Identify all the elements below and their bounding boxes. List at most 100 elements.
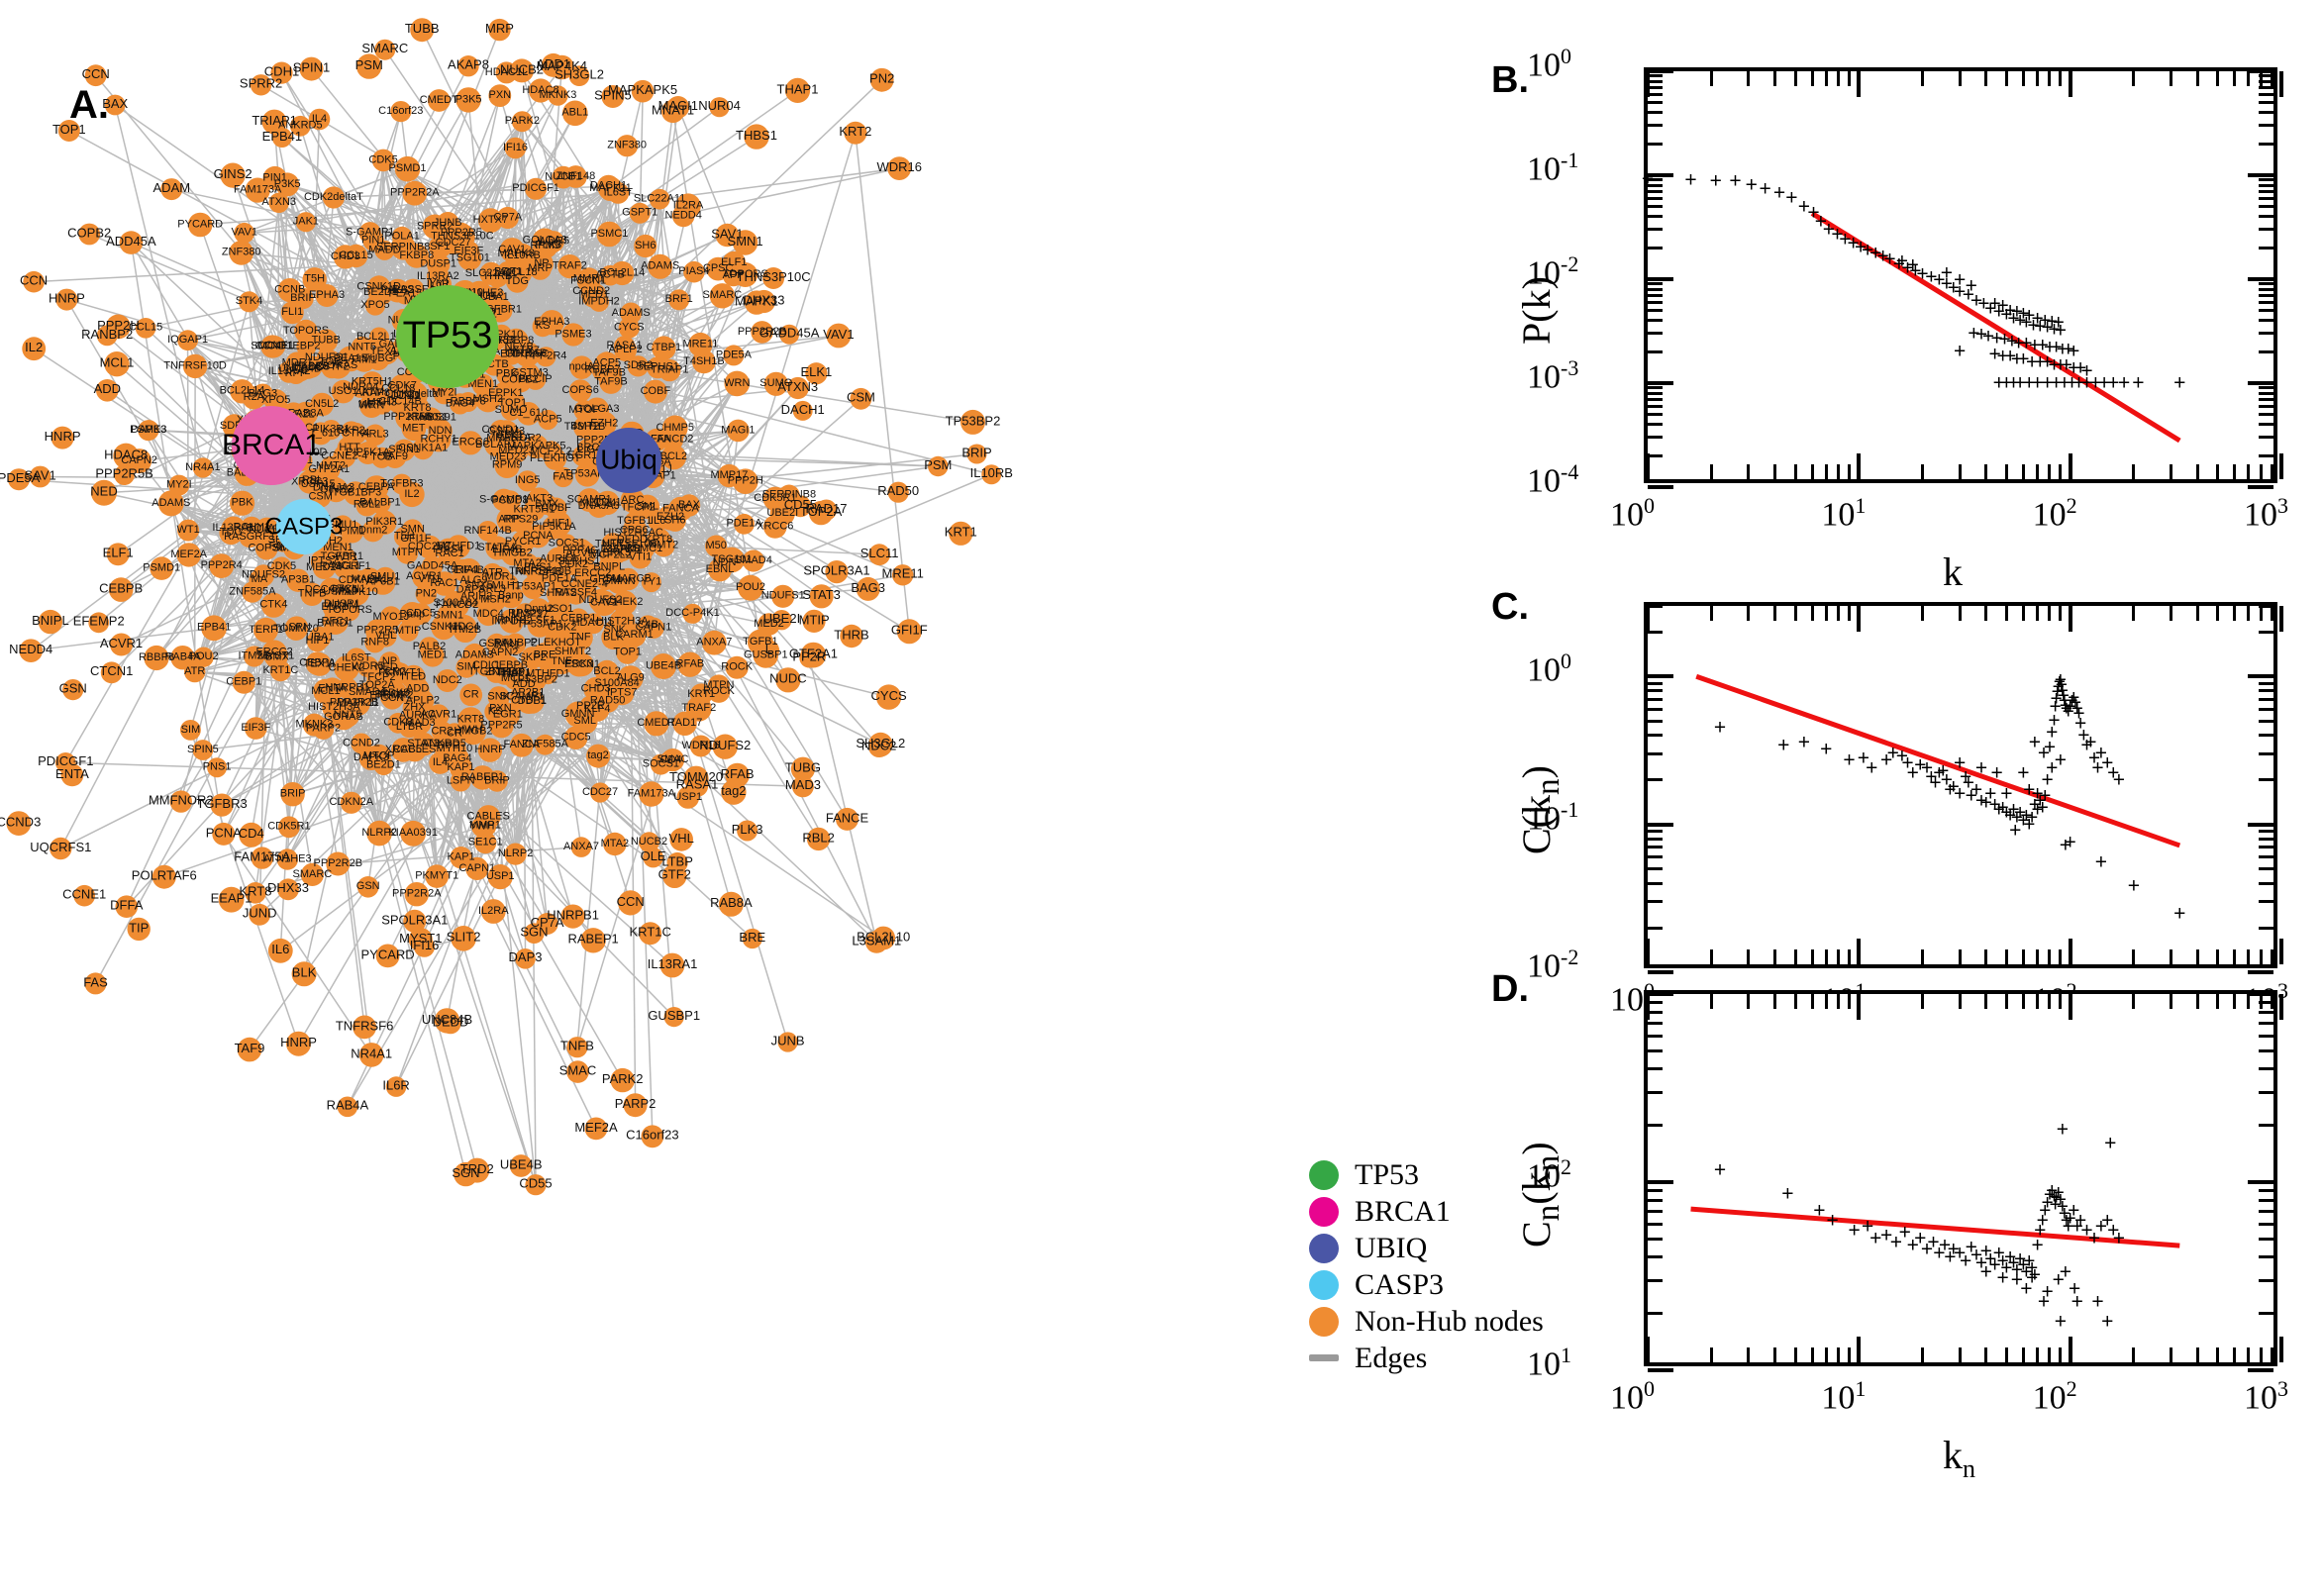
network-node[interactable] [771,610,792,631]
network-node[interactable] [480,899,506,924]
network-node[interactable] [313,556,336,579]
network-node[interactable] [511,111,533,133]
network-node[interactable] [723,345,745,366]
network-node[interactable] [421,555,444,577]
network-node[interactable] [651,653,676,679]
network-node[interactable] [553,466,573,488]
network-node[interactable] [55,752,76,773]
network-node[interactable] [725,655,749,679]
network-node[interactable] [176,543,201,567]
network-node[interactable] [229,240,254,265]
network-node[interactable] [659,952,685,978]
network-node[interactable] [357,567,382,592]
network-node[interactable] [239,291,259,313]
network-node[interactable] [366,820,392,847]
network-node[interactable] [450,847,472,869]
network-node[interactable] [477,738,503,762]
network-node[interactable] [465,856,489,881]
network-node[interactable] [586,744,611,768]
network-node[interactable] [169,790,192,813]
network-node[interactable] [868,544,890,566]
network-node[interactable] [252,383,273,405]
network-node[interactable] [808,500,834,526]
network-node[interactable] [643,379,667,404]
network-node[interactable] [353,349,376,372]
network-node[interactable] [579,695,602,718]
network-node[interactable] [474,832,497,854]
network-node[interactable] [312,717,335,740]
network-node[interactable] [763,371,788,396]
network-node[interactable] [417,535,442,559]
network-node[interactable] [371,149,395,172]
network-node[interactable] [295,212,316,233]
network-node[interactable] [320,677,345,701]
network-node[interactable] [383,446,407,468]
network-node[interactable] [856,576,880,601]
network-node[interactable] [629,202,651,224]
network-node[interactable] [616,135,639,157]
network-node[interactable] [734,513,755,535]
network-node[interactable] [440,1013,461,1035]
network-node[interactable] [724,370,751,397]
network-node[interactable] [747,629,773,655]
network-node[interactable] [375,944,400,968]
network-node[interactable] [110,633,133,656]
network-node[interactable] [242,581,263,603]
network-node[interactable] [397,621,419,642]
network-node[interactable] [50,426,74,449]
network-node[interactable] [653,534,675,557]
network-node[interactable] [394,527,415,548]
network-node[interactable] [299,56,324,81]
network-node[interactable] [644,711,669,737]
network-node[interactable] [580,928,606,953]
network-node[interactable] [671,204,695,228]
network-node[interactable] [276,848,298,870]
network-node[interactable] [519,604,541,626]
network-node[interactable] [300,355,323,378]
network-node[interactable] [701,630,727,655]
network-node[interactable] [500,610,524,634]
network-node[interactable] [486,633,508,655]
network-node[interactable] [617,567,640,591]
network-node[interactable] [492,488,516,512]
network-node[interactable] [104,351,130,377]
network-node[interactable] [662,863,687,888]
network-node[interactable] [267,938,293,963]
network-node[interactable] [96,379,119,402]
network-node[interactable] [249,903,271,926]
network-node[interactable] [404,882,429,907]
network-node[interactable] [610,1067,635,1093]
network-node[interactable] [568,379,592,403]
network-node[interactable] [449,755,473,780]
network-node[interactable] [57,120,80,142]
network-node[interactable] [641,1125,664,1148]
network-node[interactable] [660,445,687,470]
network-node[interactable] [353,1015,376,1040]
network-node[interactable] [802,609,826,634]
network-node[interactable] [538,409,558,431]
network-node[interactable] [603,832,627,856]
network-node[interactable] [499,663,521,686]
network-node[interactable] [689,735,712,757]
network-node[interactable] [180,720,201,741]
network-node[interactable] [601,85,625,108]
network-node[interactable] [432,571,457,596]
network-node[interactable] [325,352,352,379]
network-node[interactable] [771,584,795,608]
network-node[interactable] [806,827,831,851]
network-node[interactable] [413,936,436,957]
network-node[interactable] [479,261,503,285]
network-node[interactable] [360,382,384,406]
network-node[interactable] [19,639,43,662]
network-node[interactable] [245,177,270,203]
network-node[interactable] [390,101,412,123]
network-node[interactable] [594,351,619,376]
network-node[interactable] [374,39,396,60]
network-node[interactable] [192,740,214,760]
network-node[interactable] [391,226,413,248]
network-node[interactable] [289,115,311,137]
network-node[interactable] [366,666,390,690]
network-node[interactable] [649,188,670,210]
network-node[interactable] [363,475,389,500]
network-node[interactable] [762,267,785,289]
